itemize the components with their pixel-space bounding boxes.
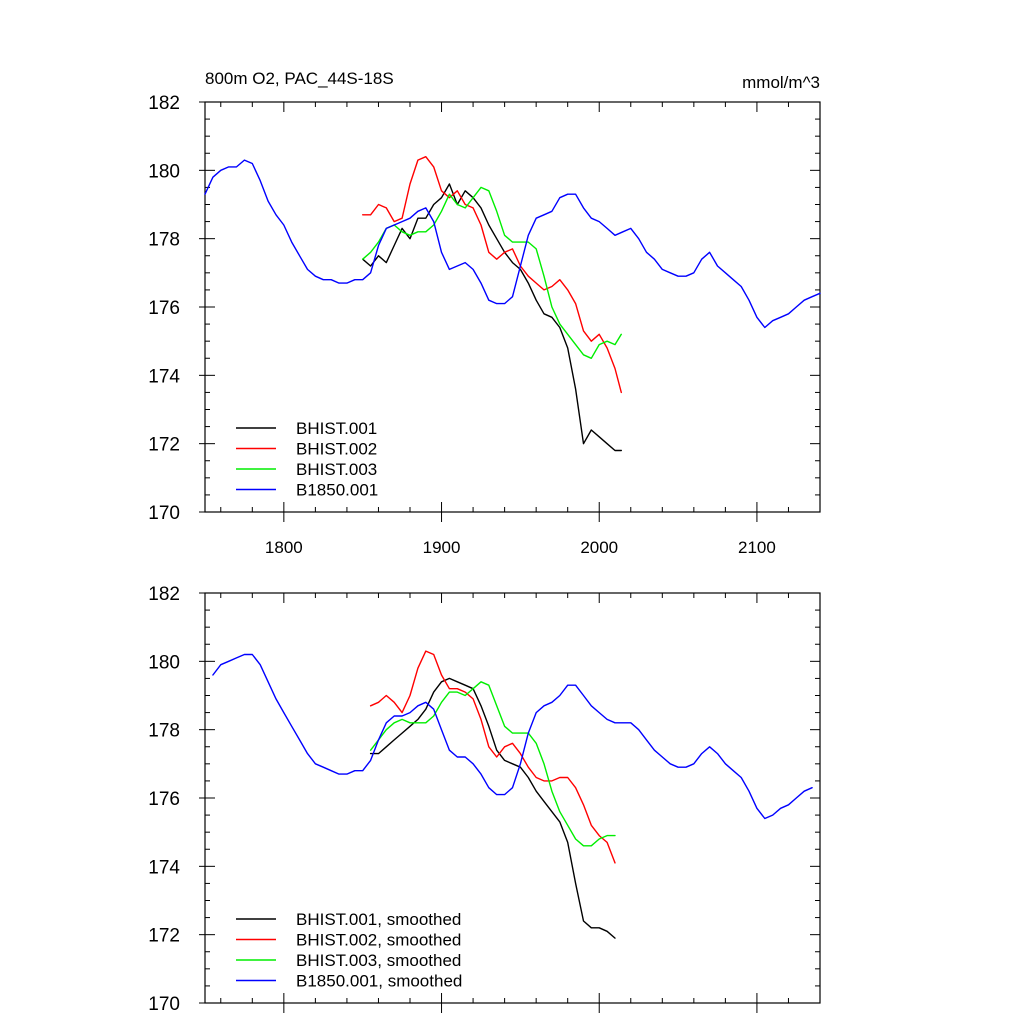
series-line-1 xyxy=(369,677,616,939)
y-tick-label: 182 xyxy=(148,93,180,114)
y-tick-label: 174 xyxy=(148,857,180,878)
y-tick-label: 170 xyxy=(148,503,180,524)
top-panel: 800m O2, PAC_44S-18S mmol/m^3 1800 1900 20… xyxy=(148,69,821,557)
chart-title: 800m O2, PAC_44S-18S xyxy=(205,69,394,88)
y-tick-label: 178 xyxy=(148,721,180,742)
y-tick-label: 182 xyxy=(148,584,180,605)
legend-label: B1850.001 xyxy=(296,481,378,500)
x-tick-label: 1900 xyxy=(423,538,461,557)
legend-label: BHIST.001, smoothed xyxy=(296,910,461,929)
legend-label: B1850.001, smoothed xyxy=(296,972,462,991)
x-tick-label: 2100 xyxy=(738,538,776,557)
legend-label: BHIST.002 xyxy=(296,440,377,459)
legend-label: BHIST.002, smoothed xyxy=(296,931,461,950)
legend-label: BHIST.003 xyxy=(296,460,377,479)
x-tick-label: 2000 xyxy=(580,538,618,557)
series-line-2 xyxy=(369,650,616,864)
y-tick-label: 174 xyxy=(148,366,180,387)
series-line-4 xyxy=(204,159,821,329)
y-tick-label: 170 xyxy=(148,994,180,1015)
y-tick-label: 180 xyxy=(148,161,180,182)
y-tick-label: 176 xyxy=(148,789,180,810)
legend-label: BHIST.003, smoothed xyxy=(296,951,461,970)
series-line-3 xyxy=(362,186,622,359)
legend-label: BHIST.001 xyxy=(296,419,377,438)
y-tick-label: 178 xyxy=(148,230,180,251)
bottom-panel: 170 172 174 176 178 180 182 BHIST.001, smoothed… xyxy=(148,584,821,1015)
series-line-4 xyxy=(212,653,813,820)
y-tick-label: 176 xyxy=(148,298,180,319)
y-tick-label: 172 xyxy=(148,926,180,947)
series-line-1 xyxy=(362,183,622,452)
y-tick-label: 172 xyxy=(148,435,180,456)
series-line-3 xyxy=(369,681,616,847)
x-tick-label: 1800 xyxy=(265,538,303,557)
series-line-2 xyxy=(362,155,622,394)
y-tick-label: 180 xyxy=(148,652,180,673)
unit-label: mmol/m^3 xyxy=(742,73,820,92)
